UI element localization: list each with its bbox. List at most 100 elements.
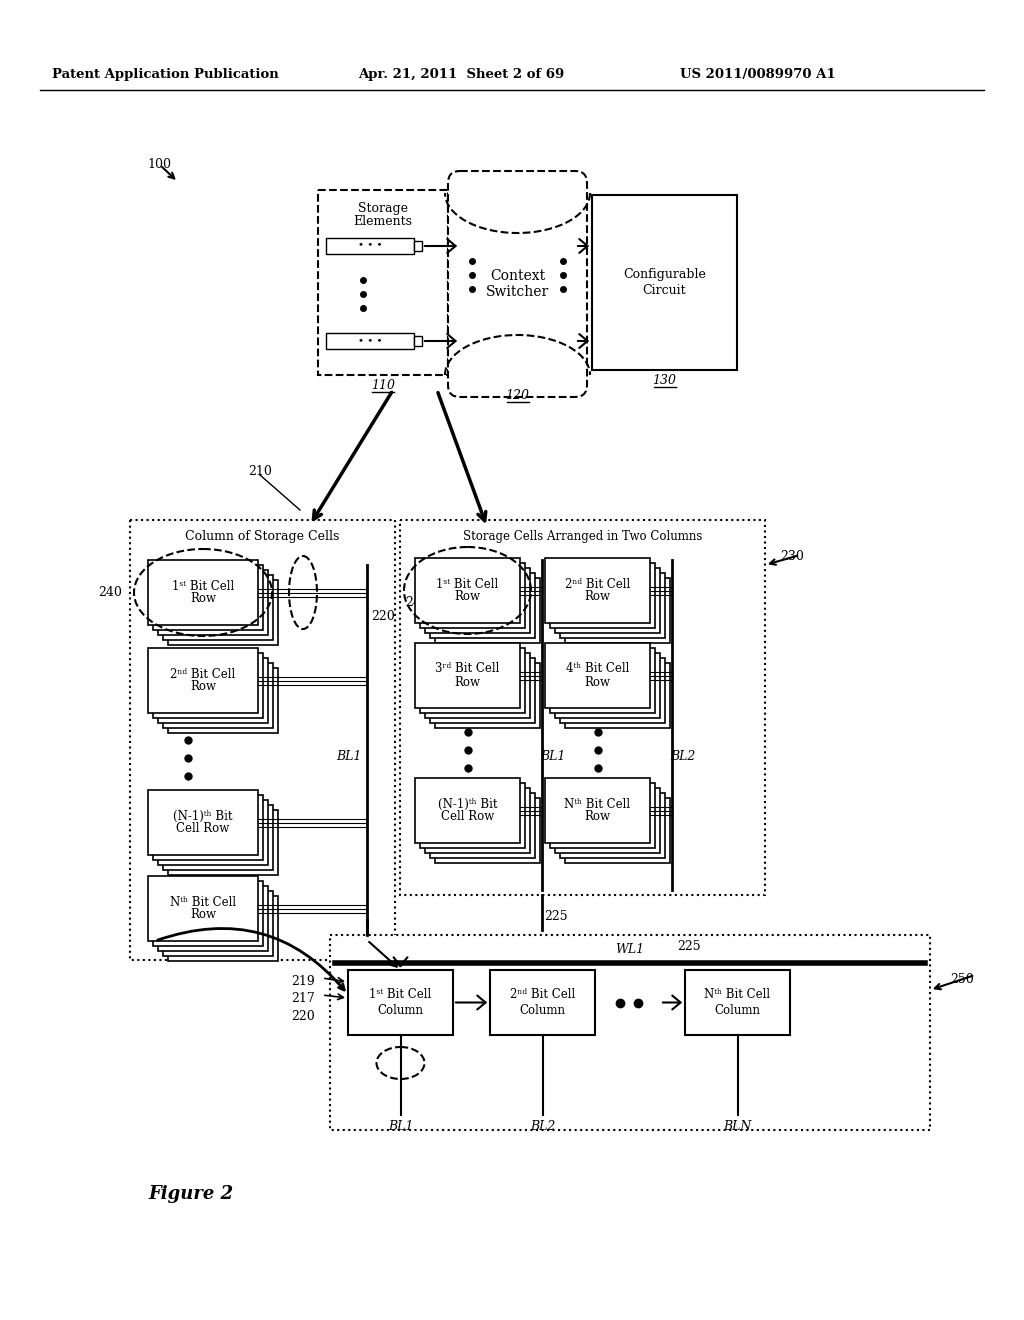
Bar [490, 970, 595, 1035]
Bar [318, 190, 449, 375]
Bar [168, 810, 278, 875]
Bar [158, 800, 268, 865]
Bar [163, 891, 273, 956]
Text: Column: Column [715, 1005, 761, 1016]
Text: 1ˢᵗ Bit Cell: 1ˢᵗ Bit Cell [172, 579, 234, 593]
Text: Row: Row [455, 590, 480, 603]
Text: Column: Column [519, 1005, 565, 1016]
Text: 240: 240 [406, 597, 429, 609]
Bar [168, 579, 278, 645]
FancyBboxPatch shape [449, 172, 587, 397]
Text: 250: 250 [950, 973, 974, 986]
Text: Row: Row [585, 590, 610, 603]
Text: 240: 240 [98, 586, 122, 599]
Bar [415, 558, 520, 623]
Text: Nᵗʰ Bit Cell: Nᵗʰ Bit Cell [705, 987, 771, 1001]
Bar [420, 564, 525, 628]
Bar [326, 238, 414, 253]
Text: 2ⁿᵈ Bit Cell: 2ⁿᵈ Bit Cell [170, 668, 236, 681]
Bar [430, 657, 535, 723]
Text: Patent Application Publication: Patent Application Publication [52, 69, 279, 81]
Bar [565, 799, 670, 863]
Text: 210: 210 [248, 465, 272, 478]
Bar [158, 886, 268, 950]
Bar [153, 880, 263, 946]
Text: Row: Row [585, 676, 610, 689]
Bar [326, 333, 414, 348]
Bar [555, 653, 660, 718]
Text: 217: 217 [291, 993, 315, 1005]
Text: WL1: WL1 [615, 942, 644, 956]
Bar [163, 663, 273, 729]
Text: Storage Cells Arranged in Two Columns: Storage Cells Arranged in Two Columns [463, 531, 702, 543]
Text: 1ˢᵗ Bit Cell: 1ˢᵗ Bit Cell [370, 987, 432, 1001]
Text: 220: 220 [371, 610, 394, 623]
Text: 2ⁿᵈ Bit Cell: 2ⁿᵈ Bit Cell [510, 987, 575, 1001]
Bar [148, 560, 258, 624]
Bar [158, 570, 268, 635]
Text: Elements: Elements [353, 215, 413, 228]
Bar [545, 558, 650, 623]
Bar [148, 648, 258, 713]
Bar [420, 783, 525, 847]
Bar [414, 242, 422, 251]
Bar [153, 795, 263, 861]
Bar [348, 970, 453, 1035]
Bar [555, 568, 660, 634]
Text: Row: Row [455, 676, 480, 689]
Bar [560, 657, 665, 723]
Bar [148, 876, 258, 941]
Bar [153, 565, 263, 630]
Bar [565, 663, 670, 729]
Text: 2ⁿᵈ Bit Cell: 2ⁿᵈ Bit Cell [565, 578, 630, 590]
Text: (N-1)ᵗʰ Bit: (N-1)ᵗʰ Bit [437, 797, 498, 810]
Text: BL1: BL1 [388, 1119, 414, 1133]
Bar [430, 573, 535, 638]
Text: 220: 220 [291, 1010, 315, 1023]
Bar [153, 653, 263, 718]
Text: 120: 120 [506, 389, 529, 403]
Bar [560, 793, 665, 858]
Text: 225: 225 [677, 940, 700, 953]
Bar [550, 564, 655, 628]
Bar [330, 935, 930, 1130]
Text: 130: 130 [652, 374, 677, 387]
Bar [414, 337, 422, 346]
Text: Context: Context [489, 269, 545, 282]
Text: 230: 230 [780, 550, 804, 564]
Text: Nᵗʰ Bit Cell: Nᵗʰ Bit Cell [564, 797, 631, 810]
Bar [425, 788, 530, 853]
Bar [148, 789, 258, 855]
Bar [400, 520, 765, 895]
Text: 1ˢᵗ Bit Cell: 1ˢᵗ Bit Cell [436, 578, 499, 590]
Bar [430, 793, 535, 858]
Bar [592, 195, 737, 370]
Text: US 2011/0089970 A1: US 2011/0089970 A1 [680, 69, 836, 81]
Bar [435, 799, 540, 863]
Text: Circuit: Circuit [643, 284, 686, 297]
Text: 4ᵗʰ Bit Cell: 4ᵗʰ Bit Cell [566, 663, 629, 676]
Bar [555, 788, 660, 853]
Text: BLN: BLN [723, 1119, 752, 1133]
Bar [545, 643, 650, 708]
Text: BL1: BL1 [336, 750, 361, 763]
Text: Figure 2: Figure 2 [148, 1185, 233, 1203]
Text: Column of Storage Cells: Column of Storage Cells [185, 531, 340, 543]
Bar [168, 668, 278, 733]
Bar [425, 568, 530, 634]
Bar [168, 896, 278, 961]
Text: • • •: • • • [357, 337, 382, 346]
Bar [130, 520, 395, 960]
Bar [545, 777, 650, 843]
Bar [158, 657, 268, 723]
Text: Nᵗʰ Bit Cell: Nᵗʰ Bit Cell [170, 895, 237, 908]
Text: 110: 110 [371, 379, 395, 392]
Text: Cell Row: Cell Row [176, 822, 229, 836]
Text: • • •: • • • [357, 242, 382, 251]
Bar [415, 777, 520, 843]
Text: Switcher: Switcher [485, 285, 549, 300]
Text: Row: Row [190, 681, 216, 693]
Text: Configurable: Configurable [623, 268, 706, 281]
Text: BL2: BL2 [529, 1119, 555, 1133]
Bar [565, 578, 670, 643]
